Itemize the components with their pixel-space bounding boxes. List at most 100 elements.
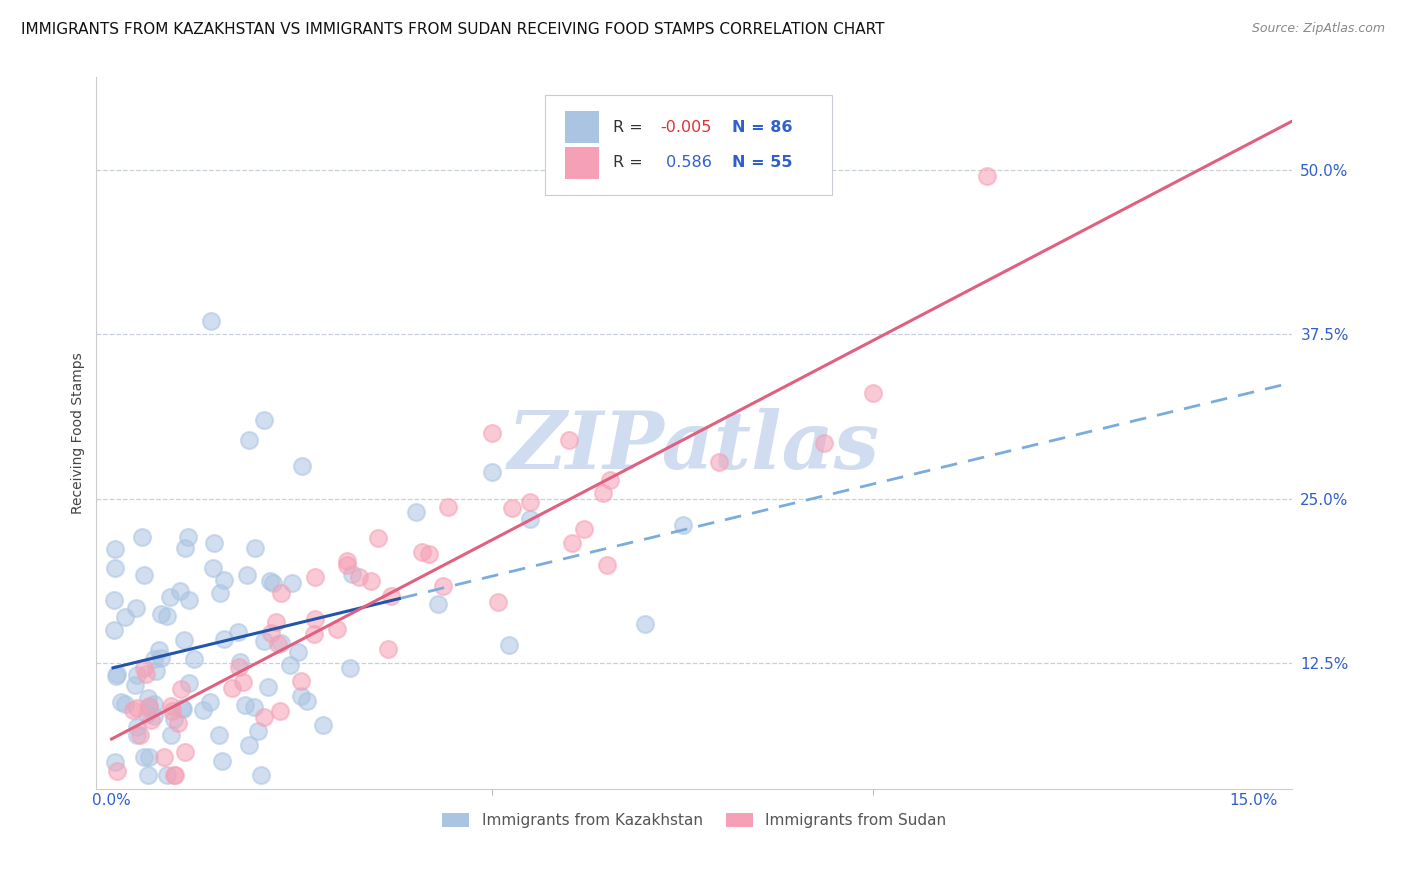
Point [202,536,225,550]
Point [131,530,153,544]
Point [228,659,250,673]
Y-axis label: Receiving Food Stamps: Receiving Food Stamps [72,352,86,514]
Point [134,661,156,675]
Point [380,589,402,603]
Point [592,486,614,500]
Point [862,386,884,401]
Point [124,678,146,692]
Point [411,545,433,559]
Point [270,636,292,650]
Text: Source: ZipAtlas.com: Source: ZipAtlas.com [1251,22,1385,36]
Point [304,570,326,584]
Point [114,609,136,624]
Point [134,750,156,764]
Point [138,698,160,713]
Point [200,314,222,328]
Point [707,455,730,469]
Point [148,643,170,657]
Point [104,755,127,769]
Point [976,169,998,184]
Point [143,697,166,711]
Point [312,718,335,732]
Point [280,657,302,672]
Point [127,668,149,682]
Point [264,615,287,629]
Point [269,704,291,718]
Point [252,710,274,724]
Point [481,466,503,480]
Point [256,680,278,694]
Point [201,561,224,575]
Point [259,574,281,589]
Point [160,699,183,714]
FancyBboxPatch shape [565,112,599,144]
Point [143,652,166,666]
Point [173,633,195,648]
Point [169,583,191,598]
Point [125,601,148,615]
Point [290,673,312,688]
Point [501,501,523,516]
Point [193,703,215,717]
Point [432,579,454,593]
Point [177,593,200,607]
Point [209,586,232,600]
Point [172,701,194,715]
Text: N = 55: N = 55 [733,155,793,170]
Point [267,637,290,651]
Point [104,669,127,683]
Point [243,541,266,556]
Point [813,435,835,450]
Point [262,576,284,591]
Point [160,728,183,742]
Point [270,586,292,600]
Point [177,530,200,544]
Point [105,666,128,681]
Point [159,590,181,604]
Point [138,750,160,764]
Point [561,535,583,549]
FancyBboxPatch shape [565,147,599,178]
Point [232,675,254,690]
Point [326,623,349,637]
Point [599,473,621,487]
Point [339,661,361,675]
Text: R =: R = [613,120,648,135]
Text: 0.586: 0.586 [661,155,711,170]
Point [377,642,399,657]
Point [127,720,149,734]
Point [172,702,194,716]
Point [173,745,195,759]
Point [152,749,174,764]
Point [486,595,509,609]
Point [297,694,319,708]
Point [336,554,359,568]
Point [519,495,541,509]
Point [242,700,264,714]
Point [481,425,503,440]
Point [349,569,371,583]
Point [155,608,177,623]
Point [141,713,163,727]
Point [104,542,127,557]
Point [160,705,183,719]
Point [367,532,389,546]
Point [198,695,221,709]
Point [260,626,283,640]
Point [290,689,312,703]
Point [557,433,579,447]
Point [208,728,231,742]
Point [125,700,148,714]
Point [145,665,167,679]
Point [304,627,326,641]
Point [122,703,145,717]
Point [253,633,276,648]
Point [247,724,270,739]
Point [163,768,186,782]
Point [104,561,127,575]
Point [170,682,193,697]
Point [177,676,200,690]
Point [136,690,159,705]
Point [127,728,149,742]
Point [672,518,695,533]
